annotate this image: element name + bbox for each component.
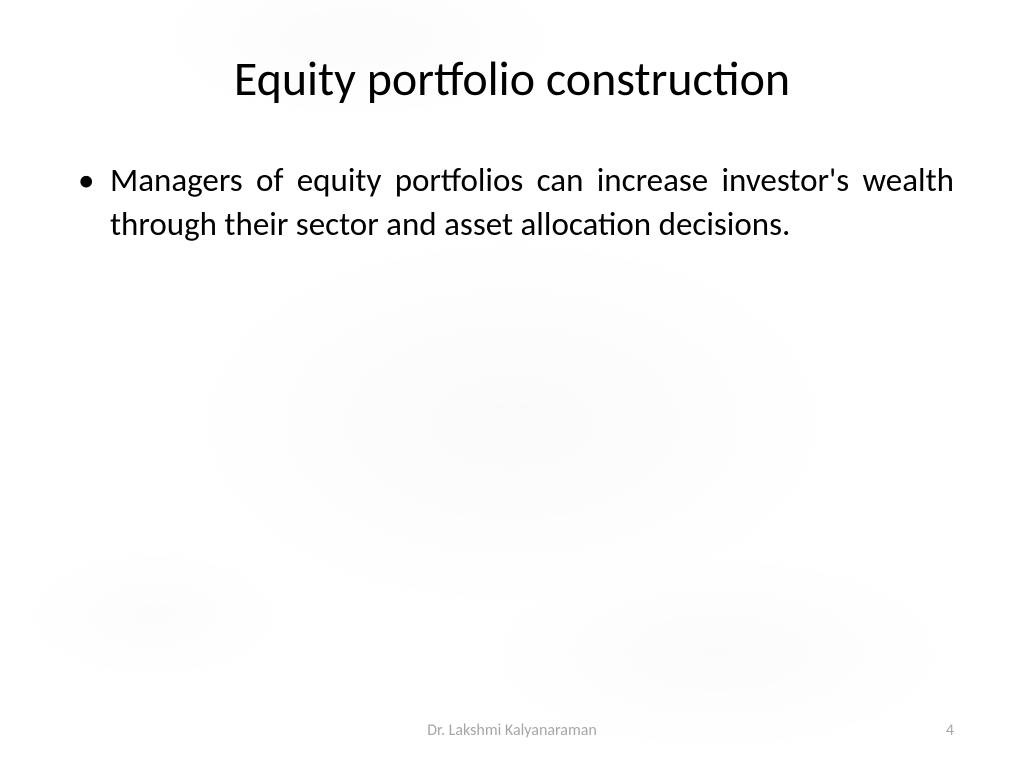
slide-container: Equity portfolio construction Managers o… xyxy=(0,0,1024,768)
bullet-list: Managers of equity portfolios can increa… xyxy=(70,158,954,247)
footer-author: Dr. Lakshmi Kalyanaraman xyxy=(427,721,597,740)
slide-footer: Dr. Lakshmi Kalyanaraman 4 xyxy=(0,721,1024,740)
slide-title: Equity portfolio construction xyxy=(70,50,954,108)
bullet-item: Managers of equity portfolios can increa… xyxy=(70,158,954,247)
slide-content: Managers of equity portfolios can increa… xyxy=(70,158,954,728)
footer-page-number: 4 xyxy=(946,721,954,740)
